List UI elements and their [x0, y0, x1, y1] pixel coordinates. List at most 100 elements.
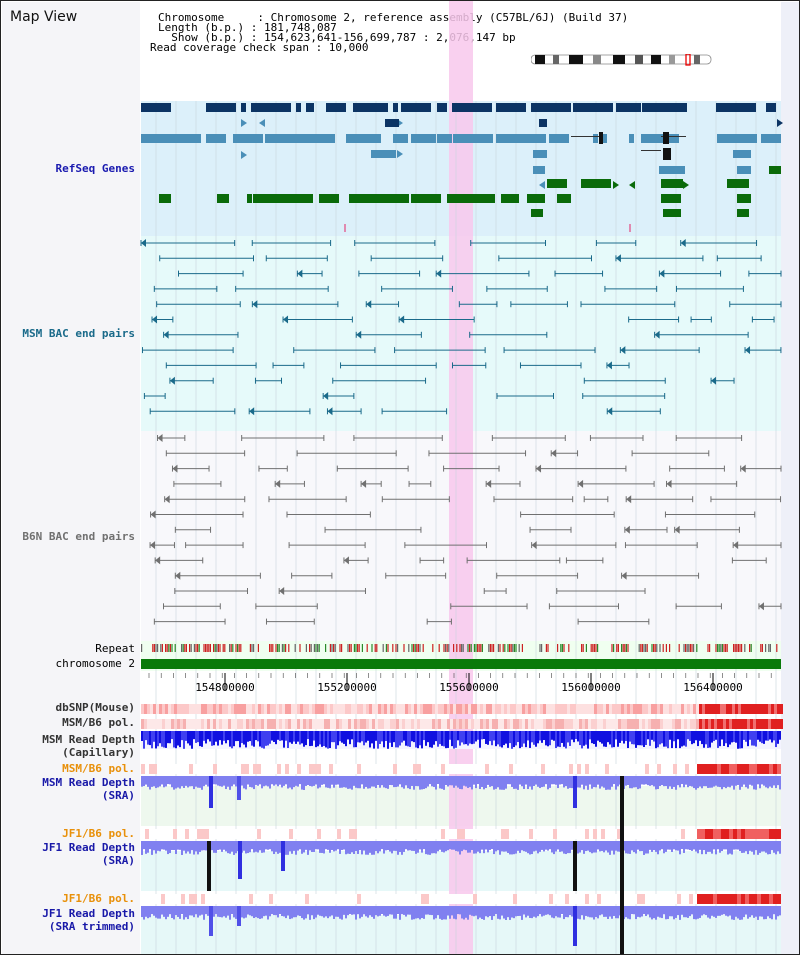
- jf1-trim-depth: [461, 906, 463, 919]
- msm-pol-heat: [759, 719, 762, 729]
- jf1-b6-pol-label[interactable]: JF1/B6 pol.: [62, 827, 135, 840]
- jf1-trim-depth: [433, 906, 435, 920]
- repeat-block: [723, 644, 725, 652]
- jf1-trim-depth: [515, 906, 517, 917]
- repeat-block: [152, 644, 154, 652]
- jf1-b6-pol-trimmed-label[interactable]: JF1/B6 pol.: [62, 892, 135, 905]
- capillary-depth-bar: [623, 731, 625, 744]
- jf1-trim-depth: [685, 906, 687, 918]
- chromosome-ideogram[interactable]: [531, 54, 713, 66]
- dbsnp-heat: [642, 704, 645, 714]
- msm-pol-heat: [750, 719, 753, 729]
- jf1-sra-depth: [189, 841, 191, 854]
- msm-bac-pair: [711, 376, 717, 385]
- jf1-sra-depth-spike: [573, 841, 577, 891]
- msm-sra-depth: [535, 776, 537, 785]
- repeat-block: [155, 644, 157, 652]
- repeat-block: [545, 644, 547, 652]
- msm-sra-depth: [493, 776, 495, 790]
- dbsnp-heat: [759, 704, 762, 714]
- capillary-depth-bar: [437, 731, 439, 747]
- jf1-sra-depth-spike: [620, 841, 624, 951]
- capillary-depth-bar: [587, 731, 589, 749]
- msm-sra-pol: [313, 764, 317, 774]
- msm-pol-heat: [480, 719, 483, 729]
- msm-read-depth-capillary-label-1[interactable]: MSM Read Depth: [42, 733, 135, 746]
- msm-sra-depth: [487, 776, 489, 785]
- jf1-sra-depth: [513, 841, 515, 855]
- dbsnp-heat: [468, 704, 471, 714]
- repeat-block: [467, 644, 469, 652]
- capillary-depth-bar: [331, 731, 333, 743]
- capillary-depth-bar: [559, 731, 561, 748]
- jf1-sra-depth: [229, 841, 231, 854]
- capillary-depth-bar: [493, 731, 495, 741]
- msm-pol-heat: [555, 719, 558, 729]
- jf1-trim-depth: [303, 906, 305, 920]
- capillary-depth-bar: [761, 731, 763, 744]
- capillary-depth-bar: [489, 731, 491, 742]
- jf1-trim-depth: [223, 906, 225, 917]
- jf1-sra-depth: [771, 841, 773, 851]
- jf1-trim-depth: [163, 906, 165, 917]
- jf1-trim-depth-spike: [209, 906, 213, 936]
- jf1-sra-depth: [647, 841, 649, 854]
- repeat-block: [422, 644, 424, 652]
- repeat-label[interactable]: Repeat: [95, 642, 135, 655]
- capillary-depth-bar: [361, 731, 363, 742]
- repeat-block: [206, 644, 208, 652]
- jf1-read-depth-trimmed-label-1[interactable]: JF1 Read Depth: [42, 907, 135, 920]
- repeat-block: [693, 644, 695, 652]
- dbsnp-heat: [591, 704, 594, 714]
- msm-sra-depth: [297, 776, 299, 787]
- jf1-trim-depth: [259, 906, 261, 919]
- repeat-block: [168, 644, 170, 652]
- repeat-block: [696, 644, 698, 652]
- capillary-depth-bar: [185, 731, 187, 741]
- jf1-trim-pol: [733, 894, 737, 904]
- msm-sra-depth: [251, 776, 253, 788]
- jf1-sra-depth: [683, 841, 685, 853]
- repeat-block: [232, 644, 234, 652]
- jf1-sra-depth: [435, 841, 437, 854]
- msm-sra-depth: [441, 776, 443, 789]
- jf1-sra-depth: [627, 841, 629, 854]
- msm-sra-depth: [327, 776, 329, 788]
- jf1-sra-depth: [549, 841, 551, 850]
- capillary-depth-bar: [687, 731, 689, 740]
- refseq-genes-label[interactable]: RefSeq Genes: [55, 162, 135, 175]
- dbsnp-heat: [555, 704, 558, 714]
- jf1-read-depth-label-1[interactable]: JF1 Read Depth: [42, 841, 135, 854]
- jf1-trim-depth: [569, 906, 571, 916]
- msm-sra-depth: [201, 776, 203, 790]
- repeat-block: [269, 644, 271, 652]
- capillary-depth-bar: [363, 731, 365, 746]
- msm-sra-depth: [323, 776, 325, 785]
- jf1-trim-depth: [419, 906, 421, 920]
- msm-sra-depth: [687, 776, 689, 788]
- jf1-pol: [617, 829, 621, 839]
- jf1-sra-depth: [429, 841, 431, 855]
- jf1-sra-depth: [773, 841, 775, 853]
- jf1-trim-depth: [657, 906, 659, 917]
- msm-pol-heat: [342, 719, 345, 729]
- msm-sra-depth: [499, 776, 501, 790]
- msm-bac-label[interactable]: MSM BAC end pairs: [22, 327, 135, 340]
- b6n-bac-label[interactable]: B6N BAC end pairs: [22, 530, 135, 543]
- jf1-trim-depth: [709, 906, 711, 919]
- jf1-trim-depth: [643, 906, 645, 915]
- dbsnp-label[interactable]: dbSNP(Mouse): [55, 701, 135, 714]
- msm-pol-heat: [618, 719, 621, 729]
- capillary-depth-bar: [769, 731, 771, 740]
- msm-read-depth-sra-label-1[interactable]: MSM Read Depth: [42, 776, 135, 789]
- msm-b6-pol-label[interactable]: MSM/B6 pol.: [62, 716, 135, 729]
- jf1-sra-depth: [181, 841, 183, 855]
- jf1-pol: [201, 829, 205, 839]
- jf1-trim-depth: [291, 906, 293, 919]
- jf1-trim-pol: [641, 894, 645, 904]
- msm-b6-pol-sra-label[interactable]: MSM/B6 pol.: [62, 762, 135, 775]
- gene-exon: [371, 150, 396, 158]
- jf1-sra-depth: [439, 841, 441, 850]
- capillary-depth-bar: [299, 731, 301, 745]
